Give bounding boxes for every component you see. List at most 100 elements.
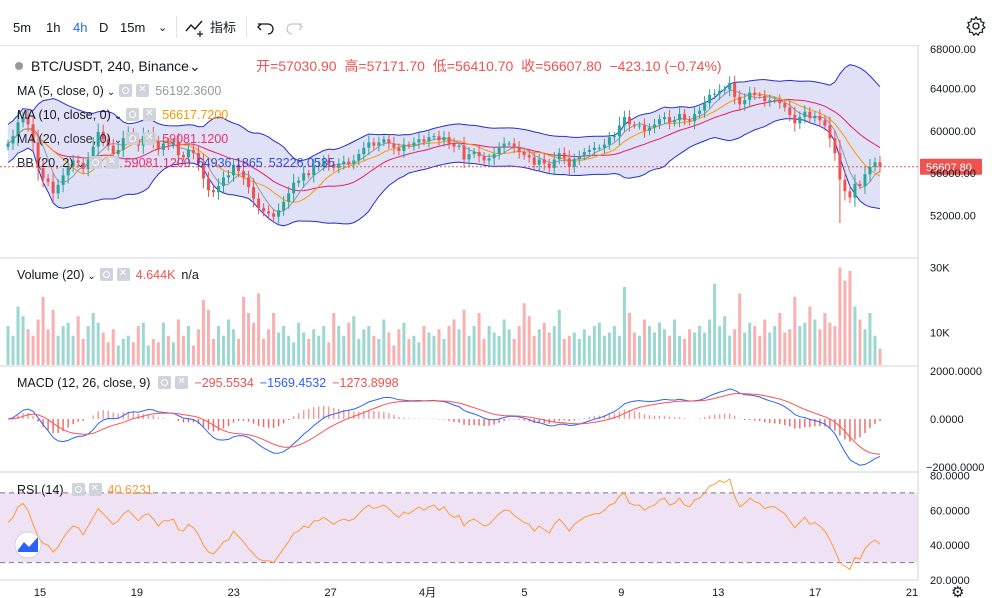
volume-bar <box>652 332 656 365</box>
volume-bar <box>407 339 411 365</box>
candle <box>708 94 712 104</box>
candle <box>798 117 802 124</box>
candle <box>327 160 331 165</box>
eye-icon[interactable] <box>126 108 140 121</box>
volume-bar <box>713 283 717 365</box>
candle <box>758 94 762 96</box>
candle <box>252 186 256 199</box>
volume-bar <box>392 345 396 365</box>
eye-icon[interactable] <box>99 268 113 281</box>
close-icon[interactable] <box>116 265 130 283</box>
eye-icon[interactable] <box>71 483 85 496</box>
candle <box>16 122 20 137</box>
toolbar-bottom-border <box>0 45 920 46</box>
candle <box>76 160 80 163</box>
volume-bar <box>86 326 90 365</box>
symbol-legend[interactable]: BTC/USDT, 240, Binance⌄ <box>15 56 201 76</box>
volume-bar <box>66 322 70 365</box>
candle <box>181 155 185 158</box>
eye-icon[interactable] <box>126 132 140 145</box>
eye-icon[interactable] <box>158 376 172 389</box>
candle <box>382 139 386 143</box>
rsi-line <box>7 478 881 571</box>
volume-bar <box>282 326 286 365</box>
candle <box>56 184 60 194</box>
rsi-legend[interactable]: RSI (14) 40.6231 <box>17 480 153 499</box>
close-icon[interactable] <box>143 105 157 123</box>
volume-bar <box>322 326 326 365</box>
ma20-legend[interactable]: MA (20, close, 0)⌄ 59081.1200 <box>17 129 228 148</box>
candle <box>642 125 646 131</box>
eye-icon[interactable] <box>88 156 102 169</box>
close-icon[interactable] <box>175 373 189 391</box>
chevron-down-icon[interactable]: ⌄ <box>113 111 123 122</box>
indicators-button[interactable]: 指标 <box>210 20 237 35</box>
last-price-tag: 56607.80 <box>926 162 972 174</box>
candle <box>778 100 782 104</box>
interval-4h-button[interactable]: 4h <box>73 20 88 35</box>
candle <box>808 111 812 119</box>
volume-bar <box>397 329 401 365</box>
candle <box>783 103 787 108</box>
volume-bar <box>783 332 787 365</box>
volume-bar <box>196 329 200 365</box>
volume-bar <box>858 319 862 365</box>
volume-bar <box>216 326 220 365</box>
volume-legend[interactable]: Volume (20)⌄ 4.644K n/a <box>17 265 199 284</box>
volume-bar <box>582 329 586 365</box>
candle <box>848 191 852 198</box>
candle <box>813 115 817 119</box>
bb-legend[interactable]: BB (20, 2)⌄ 59081.1200 64936.1865 53226.053… <box>17 153 335 172</box>
candle <box>307 173 311 176</box>
market-status-icon <box>15 62 23 70</box>
candle <box>176 142 180 156</box>
volume-bar <box>432 335 436 365</box>
interval-d-button[interactable]: D <box>99 20 109 35</box>
macd-legend[interactable]: MACD (12, 26, close, 9) −295.5534 −1569.45… <box>17 373 399 392</box>
volume-bar <box>337 326 341 365</box>
volume-bar <box>111 329 115 365</box>
interval-5m-button[interactable]: 5m <box>13 20 32 35</box>
chevron-down-icon[interactable]: ⌄ <box>188 58 201 74</box>
volume-bar <box>377 339 381 365</box>
settings-gear-icon[interactable] <box>965 15 987 37</box>
interval-1h-button[interactable]: 1h <box>46 20 61 35</box>
time-axis-label: 5 <box>521 587 527 598</box>
close-icon[interactable] <box>88 480 102 498</box>
tradingview-logo[interactable] <box>14 531 42 559</box>
volume-bar <box>763 319 767 365</box>
volume-bar <box>327 342 331 365</box>
close-icon[interactable] <box>105 153 119 171</box>
candle <box>26 117 30 125</box>
interval-15m-button[interactable]: 15m <box>120 20 146 35</box>
ma5-legend[interactable]: MA (5, close, 0)⌄ 56192.3600 <box>17 81 221 100</box>
volume-bar <box>587 335 591 365</box>
chevron-down-icon[interactable]: ⌄ <box>106 87 116 98</box>
close-icon[interactable] <box>136 81 150 99</box>
price-axis-label: 60000.00 <box>930 126 976 138</box>
eye-icon[interactable] <box>119 84 133 97</box>
ma10-legend[interactable]: MA (10, close, 0)⌄ 56617.7200 <box>17 105 228 124</box>
chevron-down-icon[interactable]: ⌄ <box>87 271 96 282</box>
volume-bar <box>642 319 646 365</box>
candle <box>572 159 576 167</box>
close-icon[interactable] <box>143 129 157 147</box>
candle <box>392 143 396 148</box>
volume-bar <box>36 319 40 365</box>
undo-icon[interactable] <box>255 16 277 38</box>
volume-bar <box>482 339 486 365</box>
chevron-down-icon[interactable]: ⌄ <box>76 159 85 170</box>
volume-bar <box>698 326 702 365</box>
time-axis-label: 21 <box>906 587 918 598</box>
candle <box>237 164 241 172</box>
candle <box>617 125 621 137</box>
candle <box>838 153 842 180</box>
indicators-icon[interactable] <box>184 16 206 38</box>
chevron-down-icon[interactable]: ⌄ <box>158 22 168 34</box>
chevron-down-icon[interactable]: ⌄ <box>113 135 123 146</box>
volume-bar <box>262 339 266 365</box>
volume-bar <box>106 342 110 365</box>
volume-bar <box>828 322 832 365</box>
redo-icon[interactable] <box>283 16 305 38</box>
